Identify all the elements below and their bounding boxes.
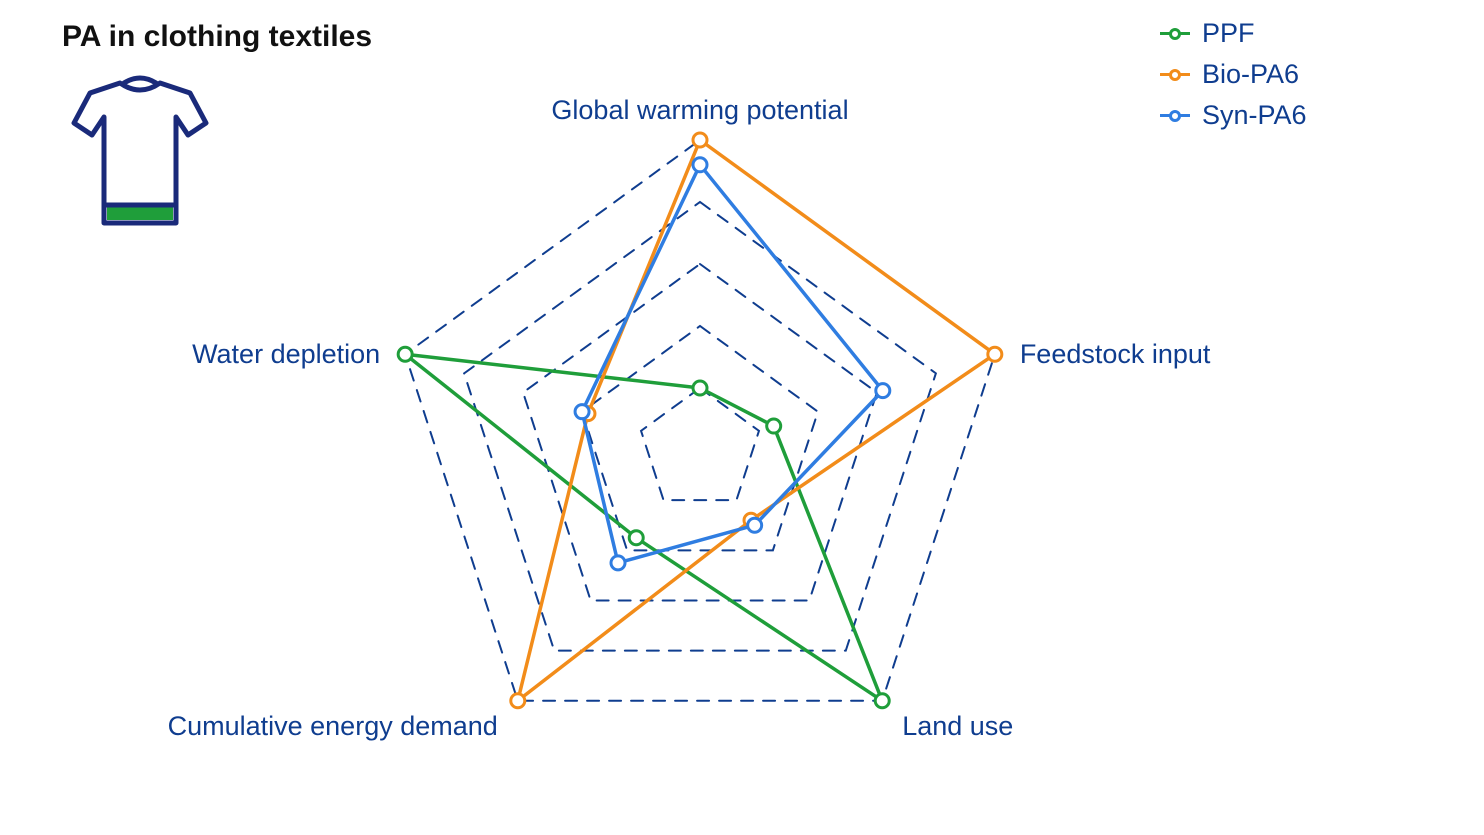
- axis-label: Cumulative energy demand: [168, 711, 498, 742]
- axis-label: Water depletion: [192, 339, 380, 370]
- axis-label: Feedstock input: [1020, 339, 1211, 370]
- chart-legend: PPF Bio-PA6 Syn-PA6: [1160, 18, 1307, 141]
- legend-label: Syn-PA6: [1202, 100, 1307, 131]
- legend-marker: [1160, 114, 1190, 117]
- legend-marker: [1160, 32, 1190, 35]
- legend-marker: [1160, 73, 1190, 76]
- legend-item: Bio-PA6: [1160, 59, 1307, 90]
- legend-label: PPF: [1202, 18, 1255, 49]
- axis-label: Global warming potential: [551, 95, 848, 126]
- axis-label: Land use: [902, 711, 1013, 742]
- legend-item: PPF: [1160, 18, 1307, 49]
- legend-item: Syn-PA6: [1160, 100, 1307, 131]
- legend-label: Bio-PA6: [1202, 59, 1299, 90]
